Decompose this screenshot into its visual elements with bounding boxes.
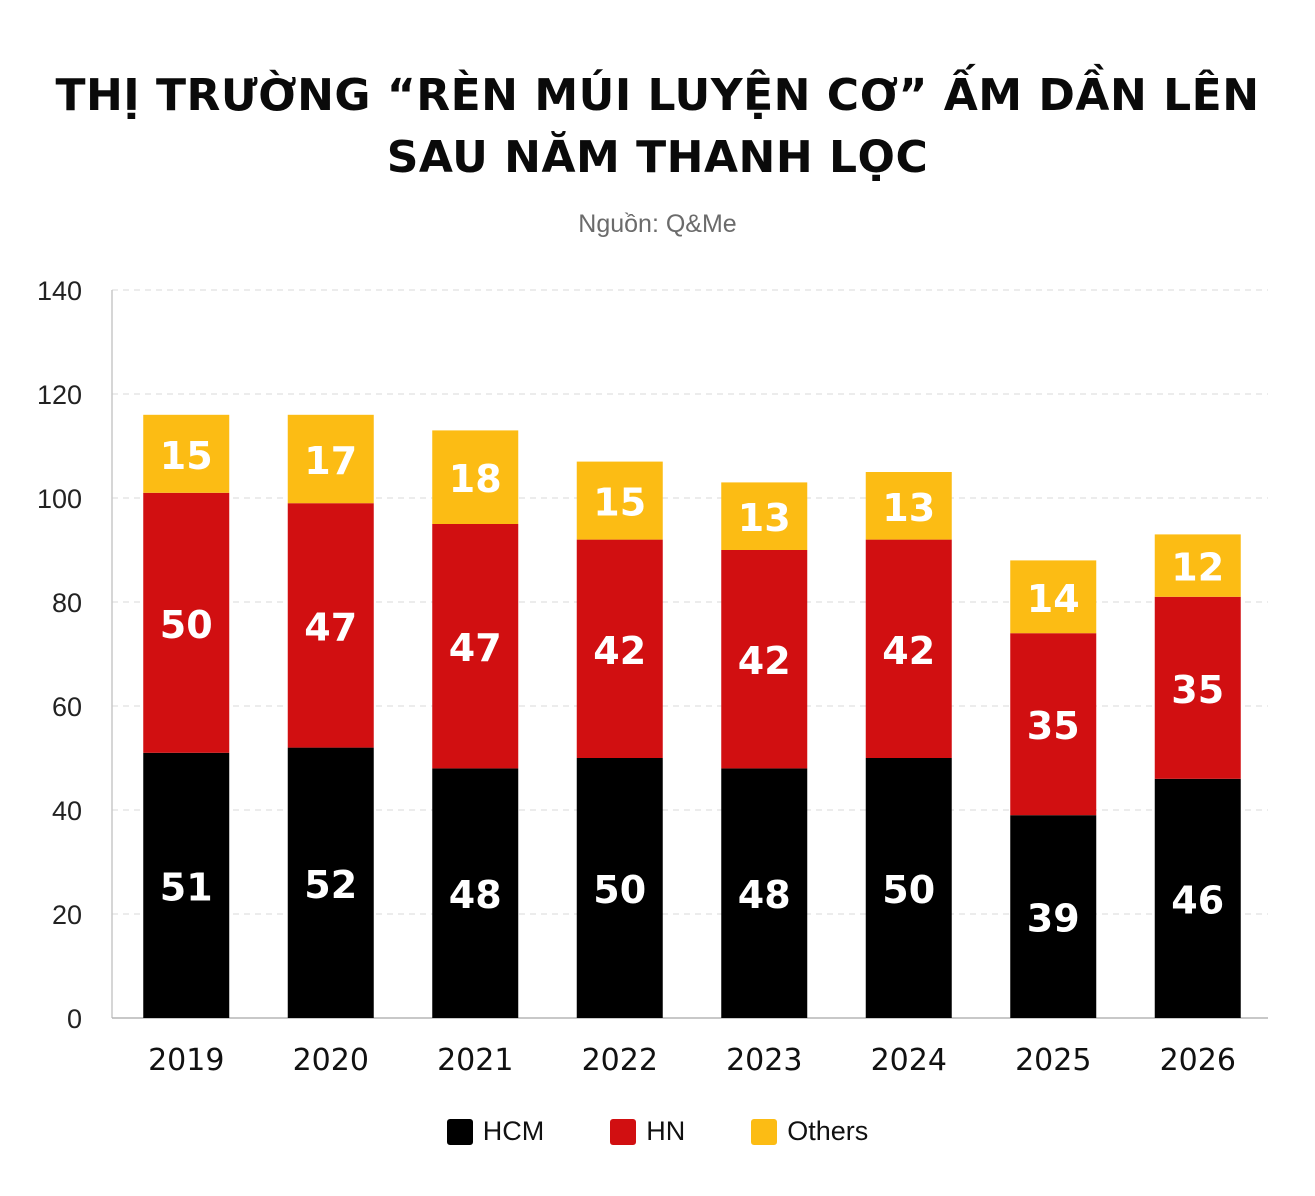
x-tick-label: 2024 xyxy=(871,1043,947,1078)
x-tick-label: 2020 xyxy=(293,1043,369,1078)
legend-label-others: Others xyxy=(787,1116,869,1146)
bar-hn-2022 xyxy=(576,539,663,758)
data-label: 18 xyxy=(449,457,502,501)
chart-source: Nguồn: Q&Me xyxy=(578,210,737,238)
bar-others-2020 xyxy=(287,414,374,504)
data-label: 42 xyxy=(593,629,646,673)
bar-hcm-2024 xyxy=(865,758,952,1018)
bar-hn-2020 xyxy=(287,503,374,748)
bar-hn-2025 xyxy=(1010,633,1097,816)
bar-hn-2021 xyxy=(432,524,519,769)
data-label: 48 xyxy=(449,873,502,917)
data-label: 13 xyxy=(738,496,791,540)
y-tick-label: 60 xyxy=(52,692,82,722)
data-label: 48 xyxy=(738,873,791,917)
legend-swatch-others xyxy=(751,1118,778,1145)
data-label: 50 xyxy=(593,868,646,912)
legend-label-hcm: HCM xyxy=(482,1116,545,1146)
y-tick-label: 100 xyxy=(37,484,82,514)
bar-hcm-2025 xyxy=(1010,815,1097,1018)
x-tick-label: 2025 xyxy=(1015,1043,1091,1078)
data-label: 13 xyxy=(882,486,935,530)
data-label: 15 xyxy=(593,481,646,525)
legend-swatch-hn xyxy=(610,1118,637,1145)
chart-title-line-2: SAU NĂM THANH LỌC xyxy=(386,132,929,183)
y-tick-label: 140 xyxy=(37,276,82,306)
data-label: 42 xyxy=(738,639,791,683)
data-label: 47 xyxy=(449,626,502,670)
bar-others-2019 xyxy=(143,414,230,493)
y-tick-label: 80 xyxy=(52,588,82,618)
data-label: 47 xyxy=(304,605,357,649)
legend-item-hcm: HCM xyxy=(446,1116,545,1147)
x-tick-label: 2019 xyxy=(148,1043,224,1078)
data-label: 17 xyxy=(304,439,357,483)
chart-title-line-1: THỊ TRƯỜNG “RÈN MÚI LUYỆN CƠ” ẤM DẦN LÊN xyxy=(55,70,1260,121)
y-tick-label: 40 xyxy=(52,796,82,826)
legend-item-others: Others xyxy=(751,1116,868,1147)
data-label: 35 xyxy=(1171,668,1224,712)
data-label: 42 xyxy=(882,629,935,673)
data-label: 35 xyxy=(1027,704,1080,748)
legend-swatch-hcm xyxy=(446,1118,473,1145)
bar-hn-2026 xyxy=(1154,596,1241,779)
bar-hn-2024 xyxy=(865,539,952,758)
data-label: 51 xyxy=(160,865,213,909)
data-label: 15 xyxy=(160,434,213,478)
data-label: 39 xyxy=(1027,897,1080,941)
stacked-bar-chart: 0 20 40 60 80 100 120 140 51 50 15 2019 52 47 17 2020 48… xyxy=(37,276,1268,1078)
data-label: 12 xyxy=(1171,546,1224,590)
bar-others-2025 xyxy=(1010,560,1097,634)
data-label: 50 xyxy=(882,868,935,912)
bar-others-2021 xyxy=(432,430,519,524)
bar-others-2026 xyxy=(1154,534,1241,597)
bar-hcm-2021 xyxy=(432,768,519,1018)
chart-legend: HCM HN Others xyxy=(0,1116,1315,1147)
data-label: 50 xyxy=(160,603,213,647)
bar-hn-2019 xyxy=(143,492,230,753)
bar-others-2023 xyxy=(721,482,808,550)
legend-label-hn: HN xyxy=(646,1116,686,1146)
bar-hcm-2020 xyxy=(287,747,374,1018)
y-tick-label: 120 xyxy=(37,380,82,410)
x-tick-label: 2021 xyxy=(437,1043,513,1078)
bar-hcm-2023 xyxy=(721,768,808,1018)
x-tick-label: 2026 xyxy=(1160,1043,1236,1078)
data-label: 52 xyxy=(304,863,357,907)
y-tick-label: 20 xyxy=(52,900,82,930)
data-label: 14 xyxy=(1027,577,1080,621)
legend-item-hn: HN xyxy=(610,1116,685,1147)
x-tick-label: 2022 xyxy=(582,1043,658,1078)
bar-hcm-2019 xyxy=(143,752,230,1018)
bar-hn-2023 xyxy=(721,550,808,769)
bar-hcm-2022 xyxy=(576,758,663,1018)
bar-others-2022 xyxy=(576,461,663,540)
data-label: 46 xyxy=(1171,878,1224,922)
bar-hcm-2026 xyxy=(1154,778,1241,1018)
x-tick-label: 2023 xyxy=(726,1043,802,1078)
y-tick-label: 0 xyxy=(67,1004,82,1034)
bar-others-2024 xyxy=(865,472,952,540)
